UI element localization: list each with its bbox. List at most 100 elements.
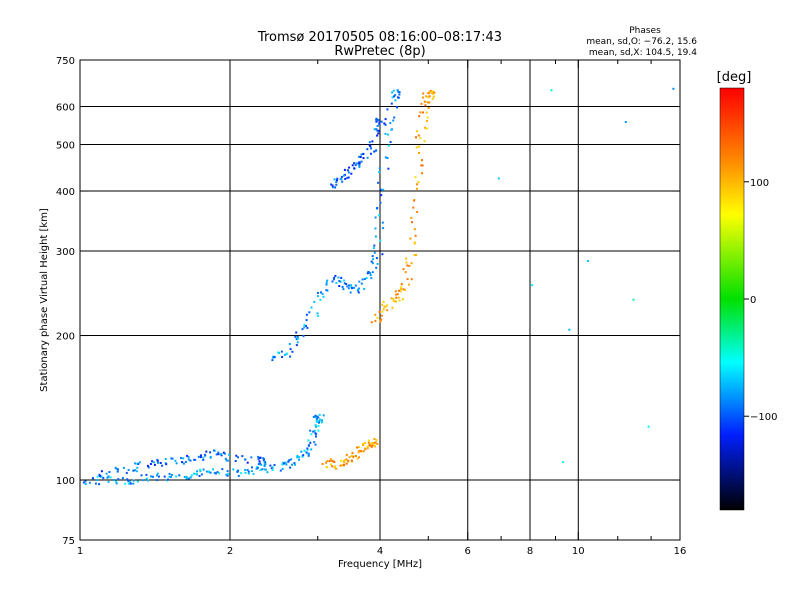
data-point — [167, 478, 169, 481]
data-point — [371, 271, 374, 274]
data-point — [360, 450, 363, 453]
data-point — [132, 479, 135, 482]
data-point — [305, 319, 308, 322]
data-point — [170, 457, 173, 460]
data-point — [413, 228, 416, 231]
data-point — [389, 141, 392, 143]
data-point — [343, 279, 346, 282]
data-point — [386, 157, 389, 159]
data-point — [134, 469, 137, 472]
data-point — [306, 447, 309, 450]
data-point — [296, 336, 299, 338]
data-point — [370, 445, 373, 448]
data-point — [314, 416, 317, 419]
data-point — [227, 459, 229, 462]
data-point — [374, 319, 377, 322]
data-point — [246, 461, 249, 464]
data-point — [343, 282, 346, 285]
data-point — [277, 351, 280, 354]
data-point — [339, 464, 342, 467]
data-point — [374, 441, 377, 444]
data-point — [187, 458, 190, 461]
data-point — [405, 261, 408, 264]
data-point — [391, 306, 394, 309]
data-point — [298, 456, 301, 459]
data-point — [417, 180, 420, 183]
data-point — [378, 123, 381, 126]
data-point — [261, 468, 264, 471]
data-point — [115, 482, 118, 485]
data-point — [190, 474, 193, 477]
data-point — [240, 472, 243, 475]
axis-ticks: 1 2 4 6 8 10 16 75 100 200 300 400 500 600 750 — [56, 56, 686, 557]
data-point — [244, 468, 247, 471]
data-point — [416, 130, 419, 133]
data-point — [362, 444, 365, 446]
data-point — [415, 253, 418, 256]
data-point — [374, 216, 377, 219]
data-point — [398, 93, 401, 96]
data-point — [232, 468, 235, 471]
data-point — [106, 476, 109, 479]
data-point — [375, 128, 378, 131]
data-point — [342, 460, 345, 462]
data-point — [397, 91, 400, 94]
data-point — [263, 465, 266, 467]
data-point — [418, 152, 421, 154]
data-point — [357, 288, 360, 291]
data-point — [377, 181, 380, 184]
data-point — [426, 127, 429, 130]
data-point — [672, 87, 675, 90]
data-point — [333, 277, 336, 279]
chart-title: Tromsø 20170505 08:16:00–08:17:43 — [257, 30, 502, 45]
data-point — [350, 172, 353, 175]
chart-subtitle: RwPretec (8p) — [334, 44, 425, 59]
data-point — [273, 356, 276, 359]
data-point — [340, 464, 343, 467]
data-point — [331, 280, 334, 283]
data-point — [376, 134, 379, 137]
data-point — [271, 359, 274, 362]
data-point — [341, 180, 344, 183]
data-point — [319, 298, 322, 301]
data-point — [381, 253, 384, 256]
data-point — [360, 282, 363, 285]
data-point — [408, 283, 410, 286]
data-point — [382, 188, 385, 191]
data-point — [168, 472, 171, 475]
data-point — [237, 469, 240, 472]
data-point — [147, 464, 149, 467]
colorbar-tick-label: 0 — [750, 295, 756, 306]
data-point — [373, 128, 376, 131]
data-point — [281, 463, 284, 466]
data-point — [183, 476, 186, 478]
data-point — [326, 460, 329, 463]
data-point — [368, 141, 371, 144]
data-point — [367, 439, 370, 442]
data-point — [312, 416, 315, 418]
data-point — [134, 462, 137, 465]
data-point — [236, 470, 239, 473]
data-point — [350, 459, 353, 462]
data-point — [392, 300, 395, 303]
data-point — [422, 111, 424, 114]
data-point — [216, 471, 219, 474]
data-point — [387, 144, 390, 147]
data-point — [332, 460, 335, 463]
data-point — [380, 314, 383, 317]
data-point — [321, 463, 324, 465]
data-point — [303, 449, 306, 452]
data-point — [114, 466, 117, 469]
data-point — [269, 464, 272, 467]
data-point — [334, 465, 337, 468]
data-point — [271, 466, 274, 469]
data-point — [335, 467, 338, 470]
data-point — [107, 475, 110, 478]
data-point — [303, 326, 306, 329]
data-point — [354, 284, 357, 287]
data-point — [147, 479, 149, 482]
data-point — [424, 126, 427, 129]
data-point — [301, 328, 304, 331]
data-point — [372, 258, 375, 261]
data-point — [321, 419, 324, 422]
